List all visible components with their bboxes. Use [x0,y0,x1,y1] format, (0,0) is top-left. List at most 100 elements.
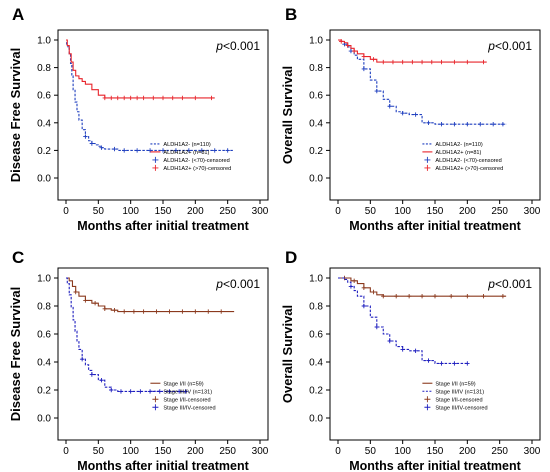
x-tick-label: 50 [365,446,377,457]
legend-entry: ALDH1A2- (<70)-censored [424,156,502,164]
censor-mark [432,294,438,299]
p-value-text: <0.001 [495,277,532,291]
censor-mark [141,309,146,314]
panel-c: C 0.0 0.2 0.4 0.6 0.8 1.0 0 50 100 150 200 250 300Mon… [8,248,269,472]
censor-mark [465,361,470,366]
legend-entry: Stage I/II-censored [424,396,483,403]
censor-mark [122,95,127,101]
censor-mark [390,59,396,65]
censor-mark [180,309,185,314]
legend-entry: ALDH1A2+ (>70)-censored [152,164,231,172]
legend-entry: ALDH1A2- (n=110) [150,142,211,148]
legend-entry: Stage I/II-censored [152,396,211,403]
censor-mark [147,148,153,153]
y-tick-label: 0.8 [309,63,323,74]
censor-mark [128,95,133,101]
censor-mark [122,148,127,153]
y-axis-label: Overall Survival [280,305,295,403]
survival-curve-0 [338,39,507,125]
x-tick-label: 150 [427,446,444,457]
y-tick-label: 0.8 [309,302,323,313]
censor-mark [219,309,224,314]
censor-mark [99,145,104,150]
survival-curve-1 [66,277,186,392]
legend-label: Stage I/II (n=59) [435,381,475,387]
censor-mark [193,95,198,101]
censor-mark [465,59,470,65]
censor-mark [102,306,107,311]
censor-mark [361,303,367,309]
panel-letter: A [12,5,24,24]
censor-mark [371,57,376,62]
x-tick-label: 0 [63,206,69,217]
x-tick-label: 150 [155,446,172,457]
censor-mark [481,294,486,299]
legend-swatch [152,396,159,403]
legend-label: ALDH1A2+ (n=81) [435,150,481,156]
legend-label: Stage III/IV (n=131) [163,389,212,395]
y-tick-label: 0.2 [37,146,51,157]
censor-mark [115,95,120,101]
x-tick-label: 200 [459,446,476,457]
censor-mark [167,309,172,314]
censor-mark [160,148,166,153]
censor-mark [491,121,496,127]
legend-entry: ALDH1A2+ (>70)-censored [424,164,503,172]
censor-mark [361,54,367,59]
censor-mark [83,134,88,139]
x-tick-label: 250 [491,446,508,457]
censor-mark [426,120,431,125]
censor-mark [406,294,412,299]
x-tick-label: 250 [219,446,236,457]
censor-mark [128,389,133,394]
y-tick-label: 1.0 [37,36,51,47]
censor-mark [452,361,457,366]
censor-mark [112,308,117,313]
y-tick-label: 0.2 [37,386,51,397]
x-tick-label: 100 [394,446,411,457]
survival-curve-1 [338,39,487,63]
p-value-annotation: p<0.001 [487,39,532,53]
censor-mark [361,285,367,290]
legend-label: Stage III/IV (n=131) [435,389,484,395]
censor-mark [138,389,143,394]
censor-mark [141,95,146,101]
legend-entry: ALDH1A2- (n=110) [422,142,483,148]
p-value-text: <0.001 [495,39,532,53]
p-value-symbol: p [487,39,495,53]
censor-mark [400,110,405,116]
legend-swatch [152,164,159,171]
legend-swatch [424,396,431,403]
censor-mark [478,121,483,127]
legend-entry: ALDH1A2+ (n=81) [422,150,482,156]
legend-label: ALDH1A2+ (>70)-censored [435,166,503,172]
legend-entry: Stage III/IV-censored [152,404,216,411]
y-tick-label: 0.6 [309,91,323,102]
legend-label: Stage I/II-censored [163,397,210,403]
x-tick-label: 200 [187,206,204,217]
censor-mark [439,59,444,65]
y-tick-label: 0.0 [37,174,51,185]
panel-letter: D [285,248,297,267]
censor-mark [371,289,376,295]
censor-mark [410,59,415,65]
y-tick-label: 0.4 [309,358,323,369]
survival-curve-0 [338,277,507,297]
legend-swatch [424,156,431,163]
y-axis-label: Overall Survival [280,66,295,164]
censor-mark [500,121,506,127]
x-tick-label: 0 [63,446,69,457]
censor-mark [413,112,418,117]
censor-mark [183,389,188,394]
legend-entry: Stage I/II (n=59) [422,381,476,387]
censor-mark [452,59,457,65]
censor-mark [99,378,104,383]
legend-label: Stage III/IV-censored [163,405,215,411]
legend-label: ALDH1A2- (<70)-censored [435,158,501,164]
panel-a: A 0.0 0.2 0.4 0.6 0.8 1.0 0 50 100 150 200 250 300Mon… [8,5,269,233]
censor-mark [83,298,88,303]
censor-mark [212,148,217,153]
survival-curve-1 [66,39,215,99]
y-tick-label: 0.2 [309,146,323,157]
